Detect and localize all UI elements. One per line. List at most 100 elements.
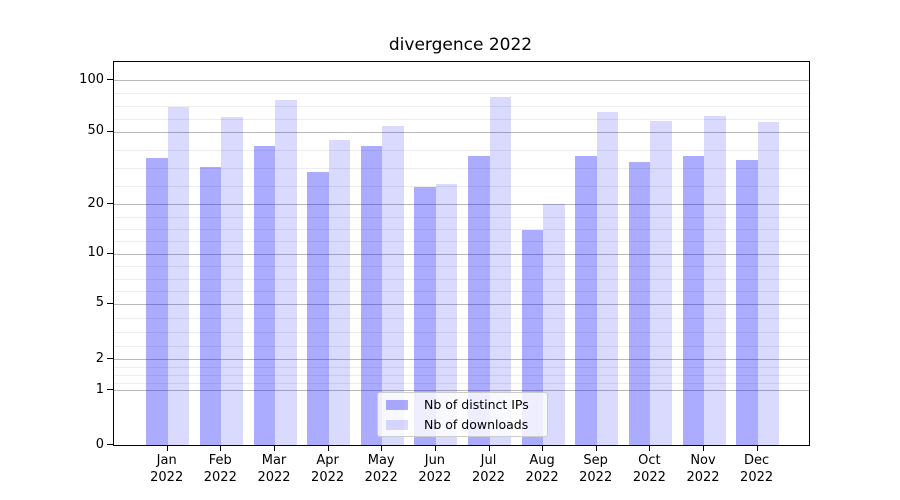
bar-dl-dec	[757, 121, 780, 445]
bar-dl-apr	[328, 140, 351, 445]
x-tick-label-oct: Oct 2022	[609, 452, 689, 486]
x-tick-jul	[488, 445, 490, 451]
x-tick-dec	[756, 445, 758, 451]
gridline-minor	[114, 241, 809, 243]
x-tick-year: 2022	[150, 470, 184, 485]
y-tick-label-100: 100	[79, 71, 104, 87]
x-tick-month: Sep	[583, 453, 608, 468]
y-tick-label-20: 20	[87, 195, 104, 211]
x-tick-year: 2022	[311, 470, 345, 485]
gridline-minor	[114, 278, 809, 280]
bar-ips-apr	[307, 172, 329, 445]
legend: Nb of distinct IPs Nb of downloads	[377, 392, 548, 437]
x-tick-year: 2022	[579, 470, 613, 485]
y-tick-1	[107, 389, 113, 391]
y-tick-label-0: 0	[95, 436, 104, 452]
gridline-major-2	[114, 359, 809, 361]
y-tick-10	[107, 252, 113, 254]
y-tick-label-5: 5	[95, 295, 104, 311]
gridline-minor	[114, 266, 809, 268]
y-tick-label-10: 10	[87, 245, 104, 261]
bar-dl-aug	[543, 204, 565, 445]
x-tick-month: May	[367, 453, 395, 468]
x-tick-aug	[542, 445, 544, 451]
legend-item-distinct-ips: Nb of distinct IPs	[386, 397, 547, 412]
x-tick-month: Mar	[261, 453, 287, 468]
gridline-minor	[114, 229, 809, 230]
bar-ips-feb	[199, 167, 222, 445]
gridline-minor	[114, 168, 809, 169]
bar-ips-jul	[468, 155, 490, 445]
gridline-major-100	[114, 80, 809, 81]
bar-dl-jan	[167, 106, 190, 445]
gridline-major-5	[114, 303, 809, 305]
x-tick-feb	[220, 445, 222, 451]
x-tick-label-jul: Jul 2022	[449, 452, 529, 486]
x-tick-year: 2022	[203, 470, 237, 485]
x-tick-label-mar: Mar 2022	[234, 452, 314, 486]
gridline-minor	[114, 186, 809, 188]
bar-ips-oct	[628, 162, 651, 445]
x-tick-jan	[166, 445, 168, 451]
x-tick-year: 2022	[525, 470, 559, 485]
y-tick-label-50: 50	[87, 123, 104, 139]
x-tick-sep	[595, 445, 597, 451]
bar-dl-mar	[275, 99, 297, 445]
x-tick-label-dec: Dec 2022	[717, 452, 797, 486]
gridline-minor	[114, 291, 809, 293]
legend-swatch-downloads	[386, 419, 408, 430]
gridline-major-20	[114, 204, 809, 206]
x-tick-oct	[649, 445, 651, 451]
x-tick-year: 2022	[632, 470, 666, 485]
gridline-minor	[114, 382, 809, 384]
x-tick-label-may: May 2022	[341, 452, 421, 486]
x-tick-month: Nov	[690, 453, 716, 468]
gridline-minor	[114, 331, 809, 333]
gridline-minor	[114, 317, 809, 319]
bar-ips-jan	[146, 157, 168, 445]
bar-dl-oct	[650, 120, 672, 445]
gridline-minor	[114, 374, 809, 376]
gridline-major-10	[114, 253, 809, 255]
bar-ips-aug	[521, 229, 544, 445]
gridline-minor	[114, 345, 809, 347]
y-tick-20	[107, 203, 113, 205]
x-tick-nov	[703, 445, 704, 451]
bar-ips-dec	[736, 160, 758, 445]
y-tick-2	[107, 358, 113, 360]
gridline-major-1	[114, 390, 809, 392]
legend-swatch-distinct-ips	[386, 399, 408, 410]
x-tick-year: 2022	[418, 470, 452, 485]
legend-label-distinct-ips: Nb of distinct IPs	[424, 397, 529, 412]
gridline-minor	[114, 118, 809, 120]
x-tick-year: 2022	[740, 470, 774, 485]
x-tick-label-sep: Sep 2022	[556, 452, 636, 486]
x-tick-may	[381, 445, 383, 451]
bar-dl-feb	[221, 116, 243, 445]
x-tick-year: 2022	[257, 470, 291, 485]
x-tick-month: Jul	[480, 453, 497, 468]
x-tick-month: Jun	[424, 453, 446, 468]
bar-ips-sep	[575, 155, 597, 445]
x-tick-month: Dec	[744, 453, 770, 468]
y-tick-100	[107, 79, 113, 80]
x-tick-label-jan: Jan 2022	[127, 452, 207, 486]
x-tick-month: Feb	[208, 453, 232, 468]
gridline-minor	[114, 216, 809, 218]
y-tick-label-2: 2	[95, 350, 104, 366]
x-tick-label-aug: Aug 2022	[502, 452, 582, 486]
bar-ips-mar	[253, 145, 275, 445]
legend-label-downloads: Nb of downloads	[424, 417, 529, 432]
x-tick-mar	[274, 445, 275, 451]
x-tick-year: 2022	[686, 470, 720, 485]
bar-dl-jun	[435, 183, 458, 445]
x-tick-label-feb: Feb 2022	[180, 452, 260, 486]
plot-area: Nb of distinct IPs Nb of downloads	[113, 61, 810, 446]
x-tick-year: 2022	[364, 470, 398, 485]
y-tick-50	[107, 130, 113, 132]
y-tick-0	[107, 444, 113, 445]
x-tick-year: 2022	[471, 470, 506, 485]
bar-dl-may	[382, 126, 404, 445]
x-tick-label-apr: Apr 2022	[288, 452, 368, 486]
